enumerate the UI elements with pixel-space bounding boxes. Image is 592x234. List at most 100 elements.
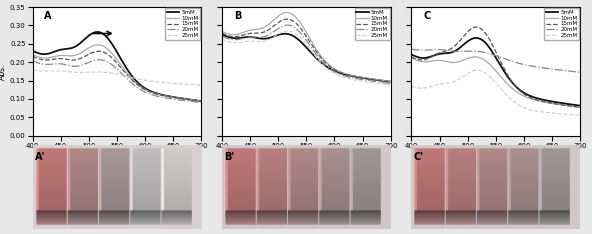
10mM [218,30,226,33]
10mM [30,53,37,56]
15mM [320,59,327,62]
25mM [132,77,139,80]
20mM [30,60,37,62]
10mM [511,89,519,92]
20mM [130,83,137,86]
Text: C: C [423,11,430,21]
15mM [473,26,480,29]
Line: 5mM: 5mM [222,34,391,82]
10mM [320,57,327,60]
10mM [387,80,394,83]
25mM [319,63,326,66]
10mM [577,106,584,109]
Line: 25mM: 25mM [222,31,391,85]
15mM [130,80,137,82]
15mM [319,58,326,61]
10mM [372,78,379,81]
20mM [372,80,379,83]
10mM [198,100,205,102]
5mM [130,77,137,80]
15mM [30,55,37,58]
Text: B: B [234,11,241,21]
25mM [171,82,178,85]
10mM [561,104,568,107]
15mM [198,99,205,102]
25mM [408,85,416,88]
10mM [509,87,516,90]
Y-axis label: Abs.: Abs. [0,63,7,80]
Line: 20mM: 20mM [411,49,580,72]
15mM [509,80,516,83]
10mM [182,98,189,101]
25mM [387,84,394,87]
15mM [219,32,226,35]
5mM [361,77,368,80]
5mM [509,81,516,84]
15mM [218,32,226,35]
20mM [508,60,515,62]
10mM [361,77,368,79]
5mM [322,65,329,68]
Text: A': A' [35,152,45,162]
25mM [219,38,226,41]
5mM [94,31,101,33]
15mM [577,106,584,109]
10mM [29,53,36,56]
25mM [511,101,519,104]
10mM [130,79,137,82]
15mM [95,50,102,53]
5mM [551,100,558,103]
5mM [30,50,37,52]
5mM [198,100,205,102]
10mM [509,87,516,90]
25mM [551,112,558,115]
25mM [320,63,327,66]
15mM [551,102,558,105]
Line: 5mM: 5mM [33,32,201,101]
15mM [130,80,137,83]
20mM [182,99,189,102]
Line: 10mM: 10mM [411,57,580,108]
20mM [319,60,326,63]
25mM [509,99,516,101]
Line: 5mM: 5mM [411,38,580,106]
5mM [319,62,326,65]
25mM [29,69,36,72]
25mM [285,30,292,33]
25mM [129,76,136,79]
5mM [372,78,379,81]
25mM [361,80,368,83]
20mM [361,79,368,81]
25mM [577,114,584,117]
25mM [474,69,481,72]
10mM [172,96,179,99]
5mM [408,53,416,56]
5mM [172,96,179,99]
Line: 20mM: 20mM [33,60,201,102]
25mM [30,69,37,72]
Line: 25mM: 25mM [33,70,201,85]
10mM [133,82,140,85]
Line: 15mM: 15mM [222,19,391,82]
5mM [509,81,516,84]
5mM [473,37,480,39]
Text: C': C' [414,152,424,162]
25mM [182,83,189,86]
25mM [408,85,415,88]
Text: A: A [44,11,52,21]
15mM [408,56,416,59]
Line: 15mM: 15mM [411,27,580,107]
15mM [361,77,368,80]
20mM [284,24,291,26]
10mM [130,79,137,81]
25mM [372,82,379,84]
15mM [182,98,189,100]
Legend: 5mM, 10mM, 15mM, 20mM, 25mM: 5mM, 10mM, 15mM, 20mM, 25mM [355,8,390,40]
25mM [322,66,329,69]
10mM [408,56,415,59]
15mM [408,56,415,58]
5mM [133,80,140,83]
20mM [29,59,36,62]
Line: 10mM: 10mM [222,12,391,82]
20mM [198,101,205,104]
